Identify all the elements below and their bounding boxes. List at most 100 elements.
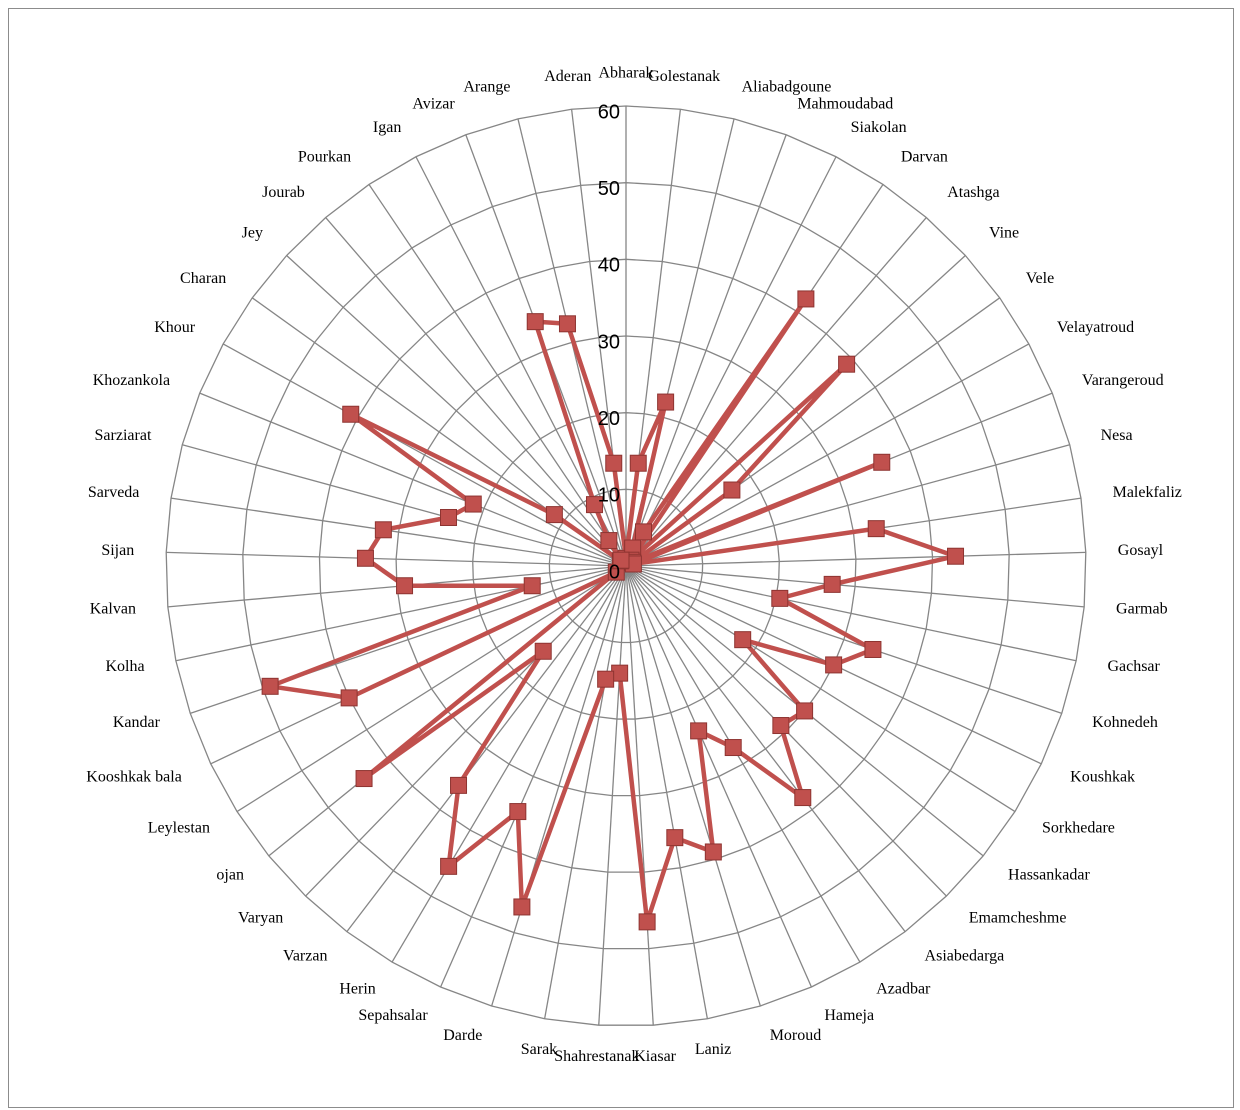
category-label: Abharak <box>598 65 653 82</box>
tick-label-10: 10 <box>598 485 620 507</box>
category-label: Atashga <box>947 184 999 201</box>
data-point-20 <box>796 702 814 720</box>
category-label: Sepahsalar <box>358 1007 428 1024</box>
category-label: Aliabadgoune <box>742 78 832 95</box>
category-label: Nesa <box>1101 427 1133 444</box>
spoke-49 <box>368 184 627 567</box>
category-label: Hameja <box>824 1007 874 1024</box>
category-label: Herin <box>339 980 375 997</box>
category-label: Charan <box>180 270 226 287</box>
spoke-26 <box>625 565 709 1019</box>
category-label: Laniz <box>695 1041 731 1058</box>
category-label: Sarveda <box>88 484 140 501</box>
data-point-22 <box>794 789 812 807</box>
category-label: Gosayl <box>1118 542 1164 559</box>
category-label: Khozankola <box>93 372 170 389</box>
category-label: Avizar <box>412 95 455 112</box>
category-label: Khour <box>154 319 196 336</box>
category-label: Pourkan <box>298 149 351 166</box>
category-label: Siakolan <box>851 119 907 136</box>
category-label: Kohnedeh <box>1092 714 1158 731</box>
data-point-15 <box>823 575 841 593</box>
category-label: Sarak <box>521 1041 557 1058</box>
spoke-5 <box>625 156 837 567</box>
category-label: Garmab <box>1116 600 1168 617</box>
category-label: Darde <box>443 1027 482 1044</box>
data-point-52 <box>558 315 576 333</box>
series-layer <box>261 290 965 931</box>
spoke-12 <box>625 444 1070 567</box>
category-label: Kooshkak bala <box>86 768 182 785</box>
category-label: Kolha <box>105 658 144 675</box>
category-label: Varyan <box>238 910 283 927</box>
data-point-45 <box>342 405 360 423</box>
spoke-39 <box>175 565 627 662</box>
category-label: Moroud <box>770 1027 822 1044</box>
category-label: Jey <box>242 225 263 242</box>
category-label: Igan <box>373 119 401 136</box>
category-label: Kalvan <box>90 600 136 617</box>
spoke-44 <box>199 392 627 567</box>
data-point-23 <box>724 739 742 757</box>
category-label: Mahmoudabad <box>797 95 893 112</box>
data-point-35 <box>355 770 373 788</box>
spoke-36 <box>236 565 627 813</box>
data-point-18 <box>825 656 843 674</box>
data-point-49 <box>600 532 618 550</box>
category-label: Aderan <box>544 68 591 85</box>
spoke-23 <box>625 565 861 963</box>
data-point-31 <box>509 803 527 821</box>
data-point-17 <box>864 640 882 658</box>
category-label: Malekfaliz <box>1113 484 1182 501</box>
category-label: Velayatroud <box>1057 319 1134 336</box>
category-label: Vine <box>989 225 1019 242</box>
grid-ring-40 <box>318 258 934 873</box>
data-point-34 <box>534 642 552 660</box>
data-point-25 <box>704 843 722 861</box>
data-point-2 <box>629 454 647 472</box>
spoke-25 <box>625 565 761 1007</box>
category-label: Kandar <box>113 714 161 731</box>
category-label: Kiasar <box>634 1048 676 1065</box>
data-point-32 <box>440 857 458 875</box>
data-point-38 <box>261 677 279 695</box>
grid-ring-10 <box>548 488 704 644</box>
data-point-27 <box>638 913 656 931</box>
category-label: Azadbar <box>876 980 931 997</box>
data-point-48 <box>612 551 630 569</box>
grid-ring-50 <box>242 182 1010 950</box>
category-label: Jourab <box>262 184 305 201</box>
category-label: Sarziarat <box>95 427 152 444</box>
spoke-30 <box>491 565 627 1007</box>
tick-label-20: 20 <box>598 408 620 430</box>
grid-ring-60 <box>165 105 1087 1026</box>
data-point-6 <box>797 290 815 308</box>
data-point-24 <box>690 722 708 740</box>
data-point-14 <box>947 547 965 565</box>
data-point-9 <box>723 481 741 499</box>
category-label: Vele <box>1026 270 1054 287</box>
category-label: Darvan <box>901 149 948 166</box>
spoke-7 <box>625 217 927 567</box>
data-point-33 <box>450 776 468 794</box>
category-label: Varangeroud <box>1082 372 1164 389</box>
data-point-44 <box>464 495 482 513</box>
category-label: Hassankadar <box>1008 867 1090 884</box>
data-point-40 <box>396 577 414 595</box>
tick-label-50: 50 <box>598 178 620 200</box>
series-line <box>267 296 958 925</box>
data-point-3 <box>657 393 675 411</box>
spoke-29 <box>543 565 627 1019</box>
category-label: Asiabedarga <box>925 948 1005 965</box>
category-label: Golestanak <box>648 68 720 85</box>
chart-frame: 0 10 20 30 40 50 60 Abharak Golestanak Aliabadgo… <box>8 8 1234 1108</box>
data-point-8 <box>838 355 856 373</box>
spoke-27 <box>625 565 654 1026</box>
data-point-50 <box>585 496 603 514</box>
category-label: Arange <box>463 78 510 95</box>
data-point-53 <box>605 454 623 472</box>
spoke-22 <box>625 565 906 933</box>
data-point-5 <box>635 523 653 541</box>
